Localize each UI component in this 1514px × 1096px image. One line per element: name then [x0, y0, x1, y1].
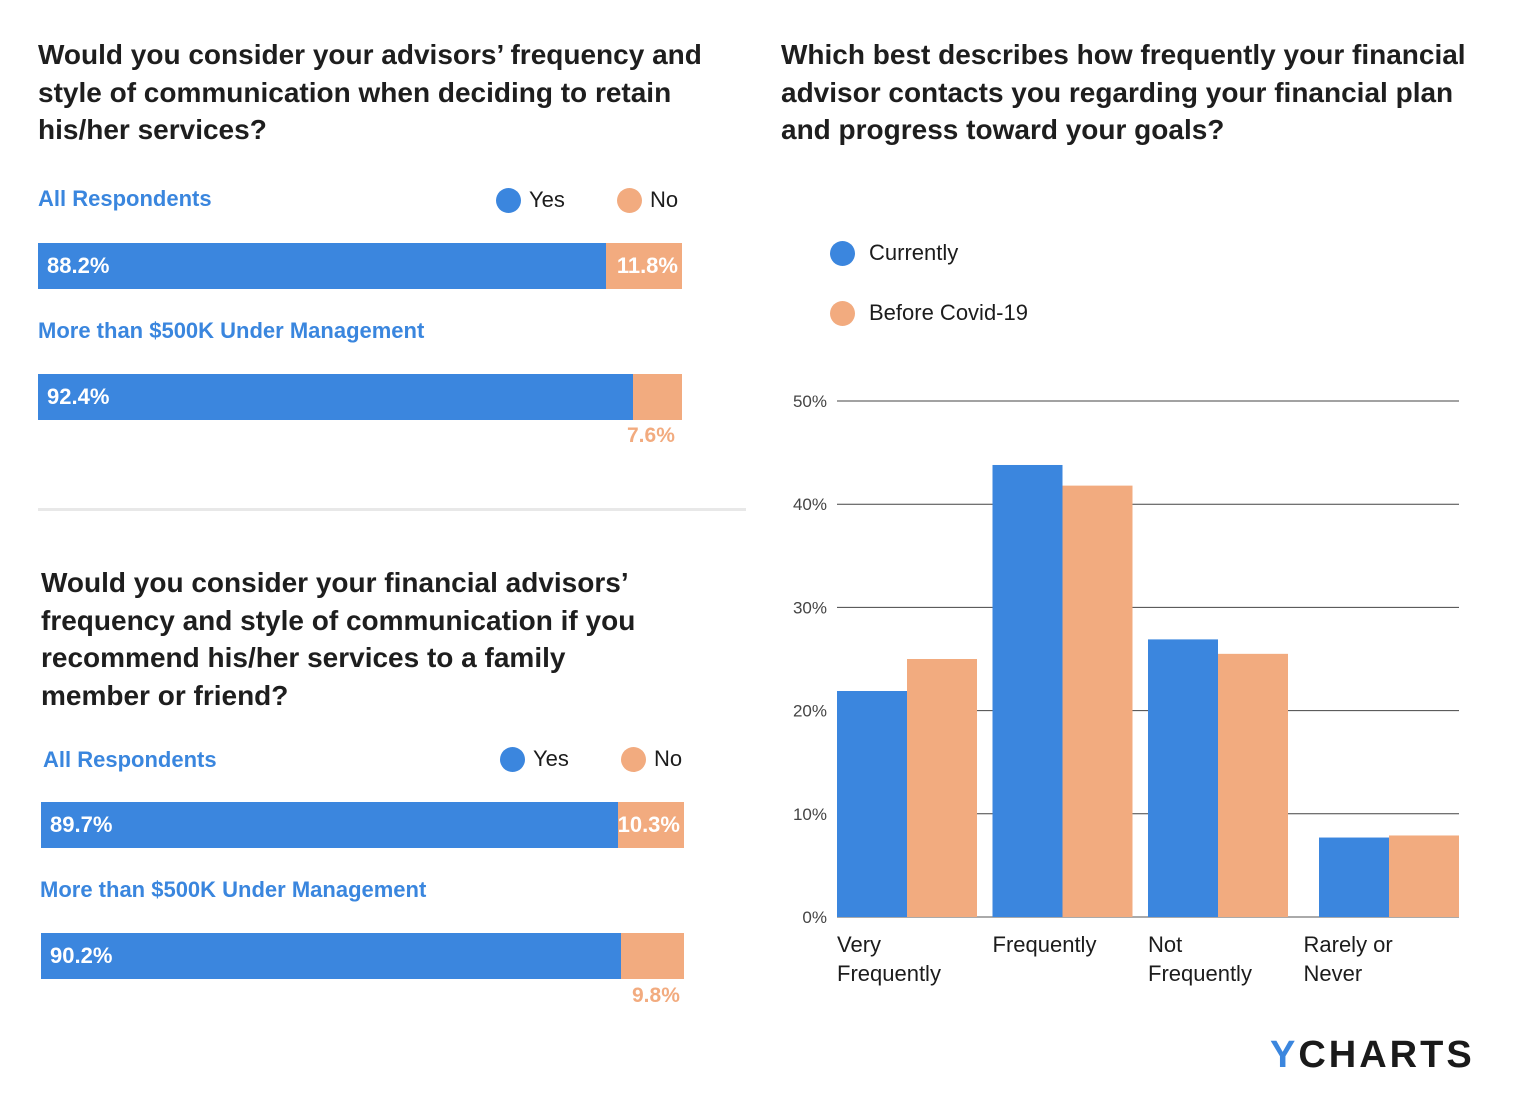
- x-tick-label: Never: [1304, 961, 1363, 986]
- before-dot-icon: [830, 300, 855, 326]
- legend-label: No: [654, 746, 683, 771]
- y-tick-label: 20%: [793, 702, 827, 721]
- yes-segment: 89.7%: [41, 802, 618, 848]
- panel2-legend-yes: Yes: [500, 746, 569, 772]
- panel1-group1-bar: 88.2% 11.8%: [38, 243, 682, 289]
- logo-accent: Y: [1270, 1034, 1299, 1076]
- no-segment: 11.8%: [606, 243, 682, 289]
- no-dot-icon: [621, 746, 646, 772]
- no-outside-label: 7.6%: [627, 424, 675, 447]
- yes-segment: 90.2%: [41, 933, 621, 979]
- panel2-group2-label: More than $500K Under Management: [40, 877, 427, 902]
- chart-title: Which best describes how frequently your…: [781, 39, 1466, 145]
- x-tick-label: Very: [837, 932, 881, 957]
- legend-label: Before Covid-19: [869, 300, 1028, 325]
- panel2-legend-no: No: [621, 746, 682, 772]
- legend-label: Yes: [529, 187, 565, 212]
- bar-before: [1062, 485, 1133, 917]
- logo-text: CHARTS: [1298, 1034, 1475, 1076]
- legend-label: Yes: [533, 746, 569, 771]
- yes-dot-icon: [496, 187, 521, 213]
- x-tick-label: Rarely or: [1304, 932, 1393, 957]
- panel1-legend-no: No: [617, 187, 678, 213]
- panel1-group1-label: All Respondents: [38, 186, 212, 211]
- panel1-group2-label: More than $500K Under Management: [38, 318, 425, 343]
- panel2-question: Would you consider your financial adviso…: [41, 567, 636, 711]
- yes-dot-icon: [500, 746, 525, 772]
- legend-before: Before Covid-19: [830, 300, 1028, 326]
- y-tick-label: 10%: [793, 805, 827, 824]
- panel1-group2-bar: 92.4%: [38, 374, 682, 420]
- bar-currently: [1148, 639, 1218, 917]
- y-tick-label: 50%: [793, 392, 827, 411]
- bar-before: [1389, 835, 1459, 917]
- bar-before: [1218, 653, 1288, 917]
- no-outside-label: 9.8%: [632, 984, 680, 1007]
- ycharts-logo: YCHARTS: [1270, 1034, 1475, 1077]
- no-segment: [633, 374, 682, 420]
- y-tick-label: 40%: [793, 495, 827, 514]
- panel2-group1-label: All Respondents: [43, 747, 217, 772]
- legend-currently: Currently: [830, 240, 958, 266]
- yes-segment: 88.2%: [38, 243, 606, 289]
- currently-dot-icon: [830, 240, 855, 266]
- x-tick-label: Frequently: [1148, 961, 1252, 986]
- y-tick-label: 30%: [793, 598, 827, 617]
- panel1-question: Would you consider your advisors’ freque…: [38, 39, 702, 145]
- bar-before: [907, 659, 977, 917]
- yes-segment: 92.4%: [38, 374, 634, 420]
- bar-currently: [1319, 837, 1389, 917]
- legend-label: Currently: [869, 240, 959, 265]
- panel2-group2-bar: 90.2%: [41, 933, 684, 979]
- x-tick-label: Frequently: [993, 932, 1097, 957]
- no-segment: 10.3%: [618, 802, 684, 848]
- no-segment: [620, 933, 684, 979]
- divider: [38, 508, 746, 511]
- bar-currently: [992, 464, 1063, 917]
- x-tick-label: Not: [1148, 932, 1182, 957]
- bar-currently: [837, 690, 907, 917]
- legend-label: No: [650, 187, 679, 212]
- x-tick-label: Frequently: [837, 961, 941, 986]
- panel1-legend-yes: Yes: [496, 187, 565, 213]
- y-tick-label: 0%: [802, 908, 827, 927]
- panel2-group1-bar: 89.7% 10.3%: [41, 802, 684, 848]
- no-dot-icon: [617, 187, 642, 213]
